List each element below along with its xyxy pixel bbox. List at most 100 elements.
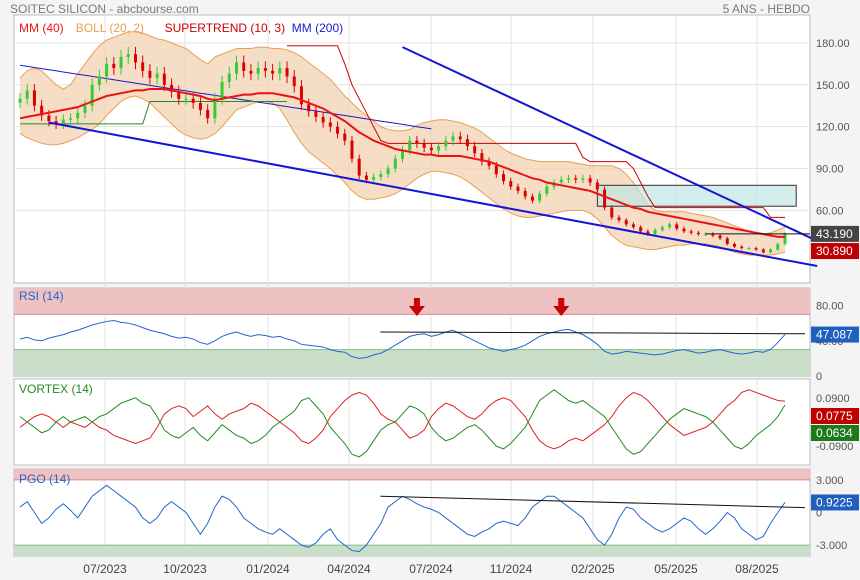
candle-body bbox=[704, 234, 708, 236]
legend-item: BOLL (20, 2) bbox=[76, 21, 144, 35]
vortex-frame bbox=[13, 378, 811, 466]
candle-body bbox=[559, 179, 563, 183]
candle-body bbox=[321, 116, 325, 123]
candle-body bbox=[278, 68, 282, 74]
candle-body bbox=[494, 165, 498, 175]
candle-body bbox=[610, 207, 614, 218]
candle-body bbox=[581, 178, 585, 180]
candle-body bbox=[18, 98, 22, 103]
candle-body bbox=[617, 217, 621, 221]
candle-body bbox=[206, 109, 210, 119]
candle-body bbox=[516, 186, 520, 191]
vortex-minus-value: 0.0775 bbox=[816, 409, 853, 423]
candle-body bbox=[747, 248, 751, 250]
candle-body bbox=[90, 84, 94, 106]
vortex-title: VORTEX (14) bbox=[19, 382, 93, 396]
candle-body bbox=[271, 70, 275, 74]
candle-body bbox=[69, 118, 73, 120]
pgo-panel: 3.000 0 -3.000 PGO (14) 0.9225 bbox=[14, 469, 859, 556]
pgo-upper-zone bbox=[14, 469, 810, 480]
candle-body bbox=[754, 248, 758, 250]
candle-body bbox=[653, 229, 657, 235]
candle-body bbox=[574, 178, 578, 180]
rsi-oversold-zone bbox=[14, 349, 810, 376]
candle-body bbox=[458, 136, 462, 140]
candle-body bbox=[299, 86, 303, 105]
candle-body bbox=[393, 158, 397, 169]
pgo-title: PGO (14) bbox=[19, 472, 70, 486]
candle-body bbox=[184, 98, 188, 100]
candle-body bbox=[480, 153, 484, 162]
candle-body bbox=[437, 146, 441, 151]
legend-item: MM (40) bbox=[19, 21, 64, 35]
candle-body bbox=[263, 68, 267, 71]
supertrend-value: 30.890 bbox=[816, 244, 853, 258]
candle-body bbox=[242, 62, 246, 71]
candle-body bbox=[83, 105, 87, 113]
x-tick-label: 07/2023 bbox=[83, 562, 127, 576]
candle-body bbox=[465, 139, 469, 147]
candle-body bbox=[675, 224, 679, 229]
supertrend-lower-line bbox=[20, 101, 287, 125]
candle-body bbox=[732, 243, 736, 247]
candle-body bbox=[588, 178, 592, 183]
candle-body bbox=[119, 56, 123, 69]
price-y-tick: 120.00 bbox=[816, 122, 850, 134]
candle-body bbox=[639, 227, 643, 232]
candle-body bbox=[725, 238, 729, 244]
candle-body bbox=[473, 146, 477, 154]
rsi-marker-arrow bbox=[408, 306, 425, 316]
candle-body bbox=[61, 119, 65, 124]
vortex-panel: 0.0900 -0.0900 VORTEX (14) 0.0775 0.0634 bbox=[19, 382, 859, 458]
mm200-line bbox=[19, 64, 432, 130]
mm40-line bbox=[19, 88, 785, 238]
vortex-plus-line bbox=[19, 389, 786, 458]
candle-body bbox=[530, 196, 534, 201]
x-tick-label: 04/2024 bbox=[327, 562, 371, 576]
supertrend-value-tag bbox=[811, 243, 859, 260]
candle-body bbox=[285, 68, 289, 77]
trendline-lower bbox=[48, 121, 818, 268]
vortex-plus-value: 0.0634 bbox=[816, 426, 853, 440]
candle-body bbox=[696, 232, 700, 235]
bollinger-upper-line bbox=[19, 31, 786, 235]
candle-body bbox=[624, 220, 628, 225]
chart-period: 5 ANS - HEBDO bbox=[722, 2, 810, 16]
candle-body bbox=[603, 189, 607, 208]
candle-body bbox=[220, 82, 224, 99]
x-tick-label: 11/2024 bbox=[490, 562, 533, 576]
candle-body bbox=[689, 231, 693, 233]
candle-body bbox=[364, 175, 368, 180]
candle-body bbox=[776, 243, 780, 250]
candle-body bbox=[141, 62, 145, 71]
candle-body bbox=[54, 121, 58, 124]
rsi-marker-arrow bbox=[553, 306, 570, 316]
rsi-value-tag bbox=[811, 326, 859, 343]
candle-body bbox=[235, 62, 239, 74]
trendline-upper bbox=[402, 46, 818, 242]
candle-body bbox=[595, 182, 599, 190]
candle-body bbox=[249, 70, 253, 74]
candle-body bbox=[631, 224, 635, 228]
x-axis: 07/2023 10/2023 01/2024 04/2024 07/2024 11/20… bbox=[83, 562, 779, 576]
candle-body bbox=[372, 176, 376, 180]
rsi-marker-stem bbox=[413, 298, 420, 306]
candle-body bbox=[769, 249, 773, 253]
candle-body bbox=[336, 126, 340, 134]
pgo-value-tag bbox=[811, 494, 859, 511]
legend-item: SUPERTREND (10, 3) bbox=[165, 21, 285, 35]
candle-body bbox=[711, 234, 715, 236]
y-tick: -3.000 bbox=[816, 540, 847, 552]
candle-body bbox=[646, 231, 650, 235]
x-tick-label: 01/2024 bbox=[246, 562, 290, 576]
candle-body bbox=[350, 140, 354, 159]
price-y-tick: 90.00 bbox=[816, 164, 844, 176]
candle-body bbox=[105, 63, 109, 77]
x-tick-label: 08/2025 bbox=[735, 562, 779, 576]
candle-body bbox=[148, 70, 152, 78]
candle-body bbox=[718, 235, 722, 239]
vortex-minus-line bbox=[19, 389, 786, 450]
candle-body bbox=[213, 98, 217, 119]
candle-body bbox=[97, 76, 101, 85]
